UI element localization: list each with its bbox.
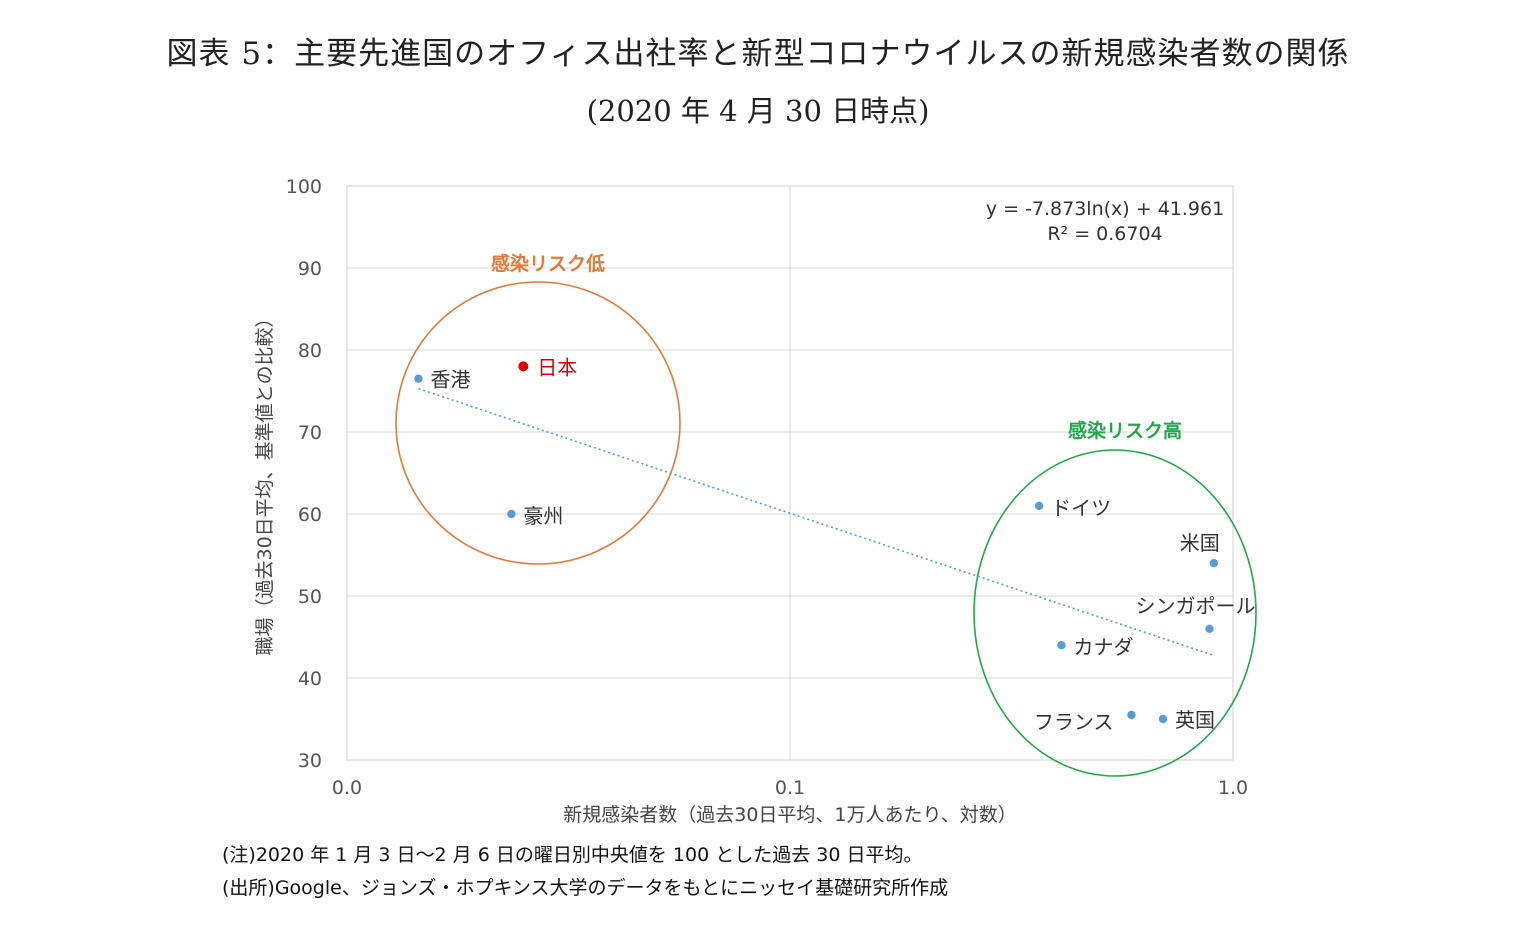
- x-tick-label: 0.1: [775, 777, 805, 799]
- y-tick-label: 70: [298, 422, 322, 444]
- data-point: [1057, 641, 1066, 650]
- point-label: ドイツ: [1051, 496, 1111, 520]
- point-label: 日本: [537, 355, 577, 379]
- y-tick-label: 50: [298, 586, 322, 608]
- data-point: [1158, 714, 1168, 724]
- low-risk-circle: [395, 281, 681, 565]
- point-label: フランス: [1034, 710, 1114, 734]
- plot-area: [346, 185, 1234, 761]
- y-tick-label: 100: [286, 176, 322, 198]
- data-point: [507, 509, 516, 519]
- data-point: [1127, 710, 1136, 720]
- point-label: カナダ: [1073, 635, 1133, 659]
- data-point: [518, 361, 529, 372]
- point-label: 香港: [430, 368, 470, 392]
- chart-title: 図表 5：主要先進国のオフィス出社率と新型コロナウイルスの新規感染者数の関係: [166, 36, 1350, 72]
- data-point: [414, 374, 423, 383]
- data-point: [1034, 501, 1044, 510]
- point-label: 豪州: [523, 504, 563, 528]
- y-tick-label: 40: [298, 668, 322, 690]
- point-label: 英国: [1175, 708, 1215, 732]
- data-point: [1209, 559, 1218, 568]
- y-tick-label: 60: [298, 504, 322, 526]
- trend-r2: R² = 0.6704: [1047, 223, 1162, 245]
- x-tick-label: 0.0: [332, 777, 362, 799]
- footnote-source: (出所)Google、ジョンズ・ホプキンス大学のデータをもとにニッセイ基礎研究所…: [222, 877, 949, 899]
- x-tick-label: 1.0: [1218, 777, 1248, 799]
- y-tick-label: 30: [298, 750, 322, 772]
- high-risk-circle: [973, 449, 1257, 777]
- chart-subtitle: (2020 年 4 月 30 日時点): [586, 94, 930, 128]
- trend-equation: y = -7.873ln(x) + 41.961: [986, 198, 1224, 220]
- point-label: シンガポール: [1135, 594, 1255, 618]
- grid-lines: [346, 185, 1234, 761]
- x-tick-labels: 0.0 0.1 1.0: [332, 777, 1248, 799]
- x-axis-label: 新規感染者数（過去30日平均、1万人あたり、対数）: [563, 804, 1017, 826]
- data-point: [1205, 624, 1214, 633]
- footnote-note: (注)2020 年 1 月 3 日～2 月 6 日の曜日別中央値を 100 とし…: [222, 844, 923, 866]
- low-risk-label: 感染リスク低: [491, 252, 605, 275]
- point-label: 米国: [1180, 531, 1220, 555]
- y-tick-label: 80: [298, 340, 322, 362]
- y-tick-labels: 30 40 50 60 70 80 90 100: [286, 176, 322, 772]
- high-risk-label: 感染リスク高: [1068, 419, 1182, 442]
- y-tick-label: 90: [298, 258, 322, 280]
- y-axis-label: 職場（過去30日平均、基準値との比較）: [254, 309, 276, 656]
